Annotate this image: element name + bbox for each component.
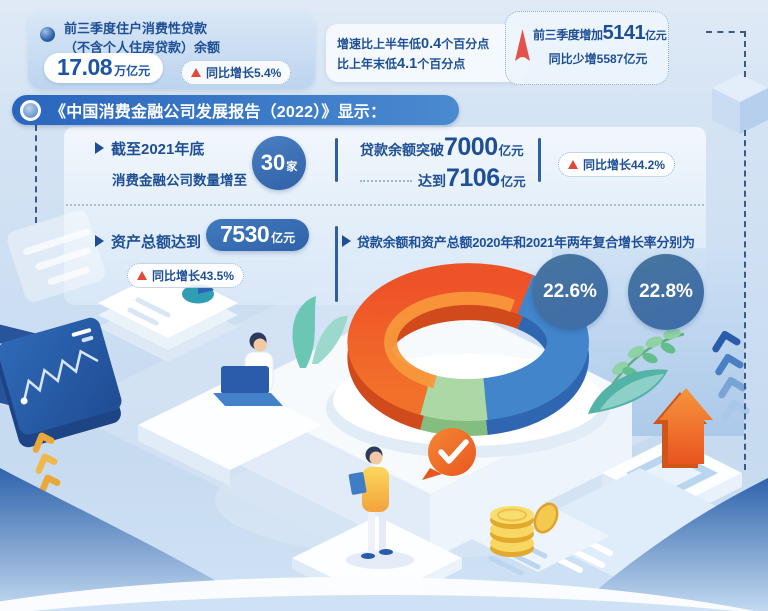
up-triangle-icon: [568, 160, 578, 169]
donut-orange-segment: [347, 263, 534, 415]
card-title: 前三季度住户消费性贷款 （不含个人住房贷款）余额: [64, 21, 221, 55]
asset-yoy-badge: 同比增长43.5%: [127, 263, 245, 288]
zigzag-line: [22, 349, 99, 402]
loan-yoy-badge: 同比增长44.2%: [558, 152, 676, 177]
up-triangle-icon: [137, 271, 147, 280]
yoy-badge: 同比增长5.4%: [181, 60, 292, 85]
blue-chevrons: [712, 330, 750, 422]
report-header-pill: 《中国消费金融公司发展报告（2022）》显示：: [12, 95, 459, 125]
divider: [538, 138, 541, 182]
right-wedge: [572, 478, 768, 611]
callout-text: 前三季度增加5141亿元 同比少增5587亿元: [533, 22, 667, 66]
content-panel: [64, 127, 706, 305]
marker-icon: [95, 235, 104, 247]
dashed-guide-left: [35, 125, 37, 223]
dotted-separator: [66, 204, 704, 206]
dashed-connector-h: [706, 31, 746, 33]
up-arrow-3d: [653, 388, 713, 468]
up-triangle-icon: [191, 68, 201, 77]
loan-balance-card: 前三季度住户消费性贷款 （不含个人住房贷款）余额 17.08 万亿元 同比增长5…: [28, 11, 315, 89]
company-count-label: 消费金融公司数量增至: [112, 173, 247, 188]
loan-cagr-circle: 22.6%: [532, 254, 608, 330]
note-card: [7, 210, 105, 302]
footer-band: [31, 595, 737, 611]
marker-icon: [95, 142, 104, 154]
marker-icon: [342, 235, 351, 247]
cube-icon: [712, 74, 768, 134]
check-badge-icon: [422, 428, 476, 480]
loan-breakthrough-line: 贷款余额突破 7000 亿元: [360, 133, 524, 161]
up-arrow-icon: [515, 29, 530, 61]
donut-green-segment: [420, 374, 488, 421]
balance-unit: 万亿元: [114, 64, 151, 78]
asset-value-pill: 7530 亿元: [206, 219, 310, 251]
laptop-person: [138, 332, 322, 486]
line-chart-card: [0, 317, 122, 448]
dashed-guide-right: [744, 130, 746, 470]
growth-slowdown-bubble: 增速比上半年低0.4个百分点 比上年末低4.1个百分点: [326, 24, 528, 82]
laptop-icon: [221, 366, 269, 394]
divider: [335, 138, 338, 182]
leaf-branch: [608, 328, 685, 389]
dotted-leader: [360, 180, 412, 182]
loan-reached-line: 达到 7106 亿元: [360, 164, 526, 193]
report-header-title: 《中国消费金融公司发展报告（2022）》显示：: [50, 104, 387, 121]
balance-value-pill: 17.08 万亿元: [44, 53, 164, 83]
dashed-connector-v: [744, 31, 746, 77]
asof-date: 截至2021年底: [111, 141, 205, 158]
coins-icon: [490, 502, 559, 557]
ring-icon: [20, 99, 41, 121]
bubble-line1: 增速比上半年低0.4个百分点: [337, 35, 490, 52]
cagr-label: 贷款余额和资产总额2020年和2021年两年复合增长率分别为: [357, 235, 695, 250]
tablet-icon: [348, 472, 367, 495]
company-count-circle: 30 家: [252, 136, 306, 190]
divider: [335, 226, 338, 302]
plant: [292, 296, 348, 368]
asset-total-label: 资产总额达到: [111, 234, 202, 251]
quarterly-increase-callout: 前三季度增加5141亿元 同比少增5587亿元: [505, 11, 669, 85]
bubble-line2: 比上年末低4.1个百分点: [337, 55, 466, 72]
left-wedge: [0, 468, 268, 611]
balance-value: 17.08: [57, 54, 113, 80]
bullet-icon: [40, 27, 55, 42]
teal-wave: [588, 369, 668, 414]
asset-cagr-circle: 22.8%: [628, 254, 704, 330]
